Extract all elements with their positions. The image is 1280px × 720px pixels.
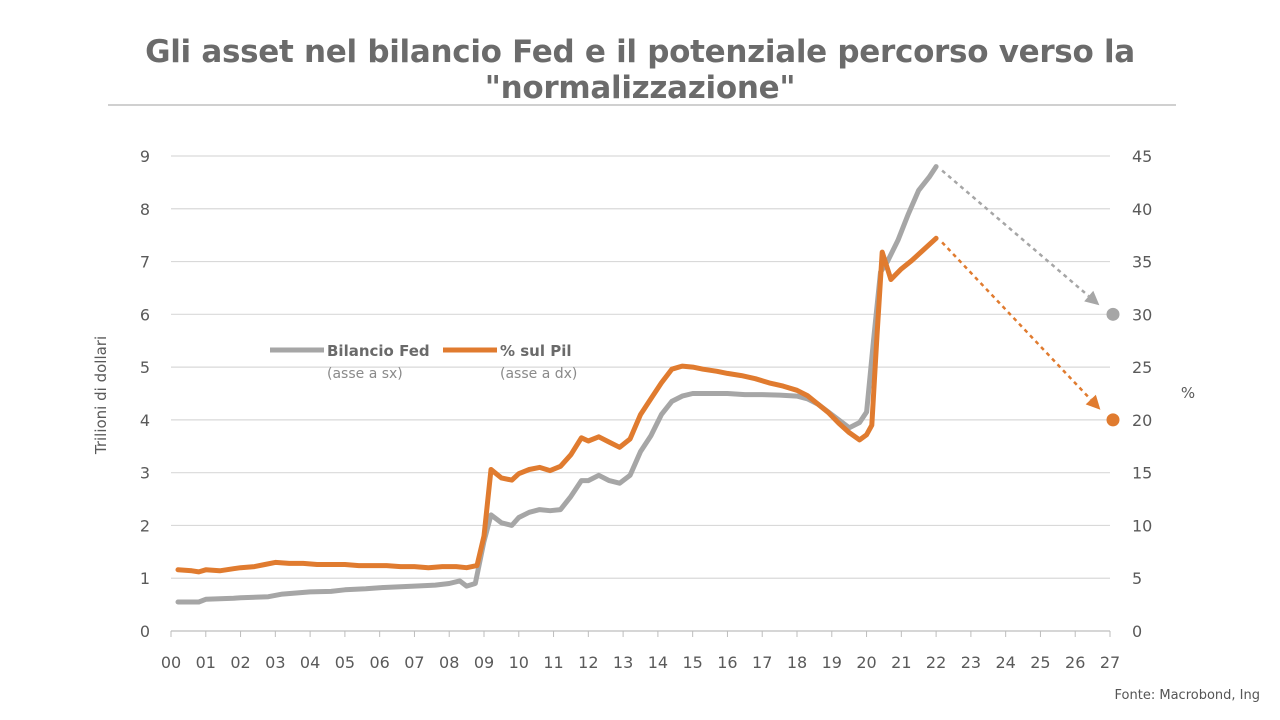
y-tick-label: 3	[140, 464, 150, 483]
series-lines	[175, 164, 939, 605]
y-tick-label: 2	[140, 516, 150, 535]
projection-arrowhead-pil	[1085, 394, 1101, 410]
x-tick-label: 02	[230, 653, 250, 672]
y2-tick-label: 15	[1132, 464, 1152, 483]
y-tick-label: 0	[140, 622, 150, 641]
series-line-pil	[175, 235, 939, 575]
y2-tick-label: 5	[1132, 569, 1142, 588]
source-note: Fonte: Macrobond, Ing	[1114, 688, 1260, 703]
x-tick-label: 22	[926, 653, 946, 672]
legend: Bilancio Fed (asse a sx) % sul Pil (asse…	[270, 342, 577, 382]
y-tick-label: 7	[140, 253, 150, 272]
x-tick-label: 11	[543, 653, 563, 672]
y-tick-label: 6	[140, 305, 150, 324]
right-axis-label: %	[1181, 384, 1195, 402]
x-tick-label: 16	[717, 653, 737, 672]
legend-note-fed: (asse a sx)	[327, 366, 403, 382]
y-tick-label: 1	[140, 569, 150, 588]
x-tick-label: 13	[613, 653, 633, 672]
y2-tick-label: 20	[1132, 411, 1152, 430]
y2-tick-label: 0	[1132, 622, 1142, 641]
y2-tick-label: 40	[1132, 200, 1152, 219]
legend-label-pil: % sul Pil	[500, 342, 572, 360]
x-tick-label: 27	[1100, 653, 1120, 672]
x-tick-label: 26	[1065, 653, 1085, 672]
chart-title: Gli asset nel bilancio Fed e il potenzia…	[145, 34, 1135, 106]
legend-label-fed: Bilancio Fed	[327, 342, 430, 360]
x-axis-ticks: 00 01 02 03 04 05 06 07 08 09 10 11 12 13 14 15 16 17 18 19…	[161, 631, 1120, 672]
y-tick-label: 9	[140, 147, 150, 166]
projection-line-pil	[941, 241, 1092, 401]
projection-line-fed	[941, 169, 1090, 298]
y2-tick-label: 10	[1132, 516, 1152, 535]
x-tick-label: 24	[995, 653, 1015, 672]
x-tick-label: 21	[891, 653, 911, 672]
y-tick-label: 4	[140, 411, 150, 430]
projection-target-pil	[1106, 413, 1120, 427]
legend-note-pil: (asse a dx)	[500, 366, 577, 382]
x-tick-label: 25	[1030, 653, 1050, 672]
x-tick-label: 01	[196, 653, 216, 672]
x-tick-label: 04	[300, 653, 320, 672]
y-tick-label: 8	[140, 200, 150, 219]
left-axis-ticks: 0 1 2 3 4 5 6 7 8 9	[140, 147, 150, 641]
y-tick-label: 5	[140, 358, 150, 377]
x-tick-label: 00	[161, 653, 181, 672]
x-tick-label: 14	[648, 653, 668, 672]
x-tick-label: 08	[439, 653, 459, 672]
y2-tick-label: 30	[1132, 305, 1152, 324]
x-tick-label: 17	[752, 653, 772, 672]
x-tick-label: 18	[787, 653, 807, 672]
gridlines	[171, 155, 1110, 632]
x-tick-label: 15	[682, 653, 702, 672]
x-tick-label: 10	[509, 653, 529, 672]
x-tick-label: 09	[474, 653, 494, 672]
x-tick-label: 12	[578, 653, 598, 672]
projection-target-fed	[1106, 307, 1120, 321]
x-tick-label: 23	[961, 653, 981, 672]
projection-arrowhead-fed	[1084, 290, 1100, 306]
left-axis-label: Trilioni di dollari	[92, 336, 110, 455]
right-axis-ticks: 0 5 10 15 20 25 30 35 40 45	[1132, 147, 1152, 641]
x-tick-label: 03	[265, 653, 285, 672]
y2-tick-label: 35	[1132, 253, 1152, 272]
x-tick-label: 05	[335, 653, 355, 672]
series-line-fed	[175, 164, 939, 605]
x-tick-label: 07	[404, 653, 424, 672]
x-tick-label: 19	[822, 653, 842, 672]
x-tick-label: 20	[856, 653, 876, 672]
projection-arrows	[941, 169, 1120, 427]
y2-tick-label: 25	[1132, 358, 1152, 377]
x-tick-label: 06	[369, 653, 389, 672]
y2-tick-label: 45	[1132, 147, 1152, 166]
